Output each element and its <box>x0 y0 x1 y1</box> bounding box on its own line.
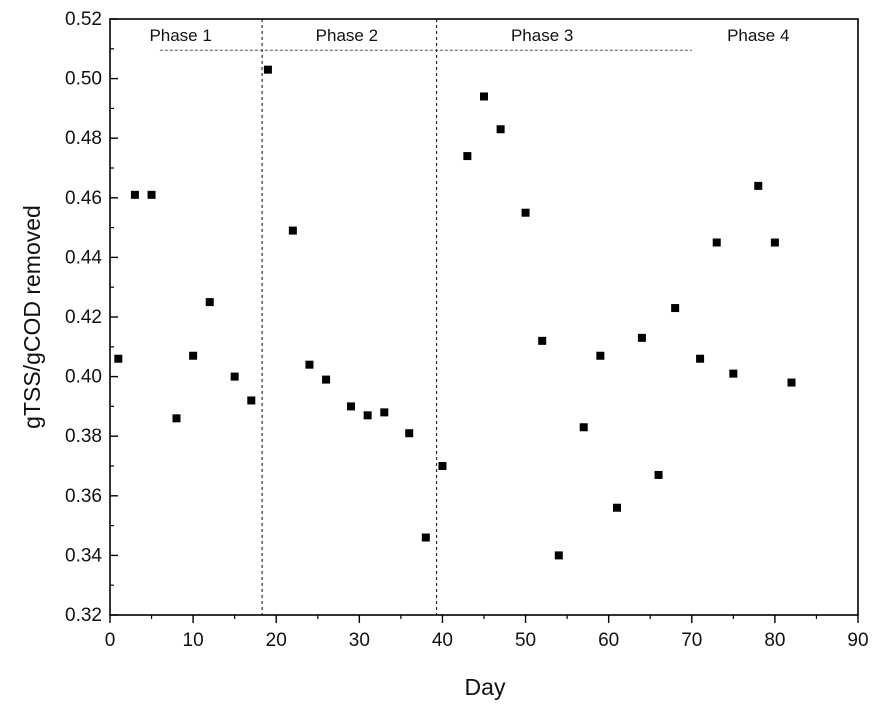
data-point <box>637 333 646 342</box>
data-point <box>463 152 472 161</box>
data-point <box>480 92 488 101</box>
x-tick-label: 0 <box>105 630 116 651</box>
data-point <box>205 298 214 307</box>
data-point <box>322 375 331 384</box>
y-tick-label: 0.38 <box>65 426 102 447</box>
phase-annotations: Phase 1 Phase 2 Phase 3 Phase 4 <box>149 19 789 615</box>
y-tick-label: 0.32 <box>65 605 102 626</box>
x-tick-label: 10 <box>183 630 204 651</box>
x-tick-label: 20 <box>266 630 287 651</box>
data-point <box>130 190 139 199</box>
data-point <box>712 238 721 247</box>
data-point <box>405 429 414 438</box>
phase-label: Phase 3 <box>511 26 573 45</box>
data-point <box>421 533 430 542</box>
data-point <box>496 125 505 134</box>
data-point <box>754 181 763 190</box>
data-point <box>172 414 181 423</box>
data-point <box>770 238 779 247</box>
y-tick-label: 0.48 <box>65 128 102 149</box>
data-point <box>612 503 621 512</box>
data-point <box>305 360 314 369</box>
y-tick-label: 0.42 <box>65 307 102 328</box>
y-tick-label: 0.52 <box>65 9 102 30</box>
data-point <box>521 208 530 217</box>
axes: 0.32 0.34 0.36 0.38 0.40 0.42 0.44 0.46 0.48 0.50… <box>65 9 869 651</box>
x-tick-label: 40 <box>432 630 453 651</box>
data-point <box>729 369 738 378</box>
data-point <box>263 65 272 74</box>
data-point <box>696 354 705 363</box>
data-point <box>347 402 356 411</box>
data-point <box>554 551 563 560</box>
data-point <box>380 408 389 417</box>
y-tick-label: 0.34 <box>65 545 102 566</box>
x-tick-label: 30 <box>349 630 370 651</box>
data-point <box>579 423 588 432</box>
data-point <box>438 462 447 470</box>
x-tick-label: 70 <box>681 630 702 651</box>
x-tick-label: 90 <box>847 630 868 651</box>
data-point <box>363 411 372 420</box>
data-point <box>114 354 123 363</box>
data-point <box>147 190 156 199</box>
x-tick-label: 50 <box>515 630 536 651</box>
y-tick-label: 0.40 <box>65 367 102 388</box>
y-tick-label: 0.46 <box>65 188 102 209</box>
phase-label: Phase 4 <box>727 26 789 45</box>
data-point <box>538 336 547 345</box>
y-tick-label: 0.44 <box>65 247 102 268</box>
data-point <box>247 396 256 405</box>
data-point <box>787 378 796 387</box>
y-axis-title: gTSS/gCOD removed <box>19 205 45 429</box>
x-tick-label: 60 <box>598 630 619 651</box>
y-tick-label: 0.50 <box>65 69 102 90</box>
phase-label: Phase 1 <box>149 26 211 45</box>
phase-label: Phase 2 <box>316 26 378 45</box>
y-tick-label: 0.36 <box>65 486 102 507</box>
data-point <box>288 226 297 235</box>
data-point <box>596 351 605 360</box>
data-point <box>189 351 198 360</box>
data-point <box>230 372 239 381</box>
x-tick-label: 80 <box>764 630 785 651</box>
data-point <box>671 304 680 313</box>
data-points <box>114 65 796 560</box>
data-point <box>654 470 663 479</box>
x-axis-title: Day <box>465 674 506 700</box>
